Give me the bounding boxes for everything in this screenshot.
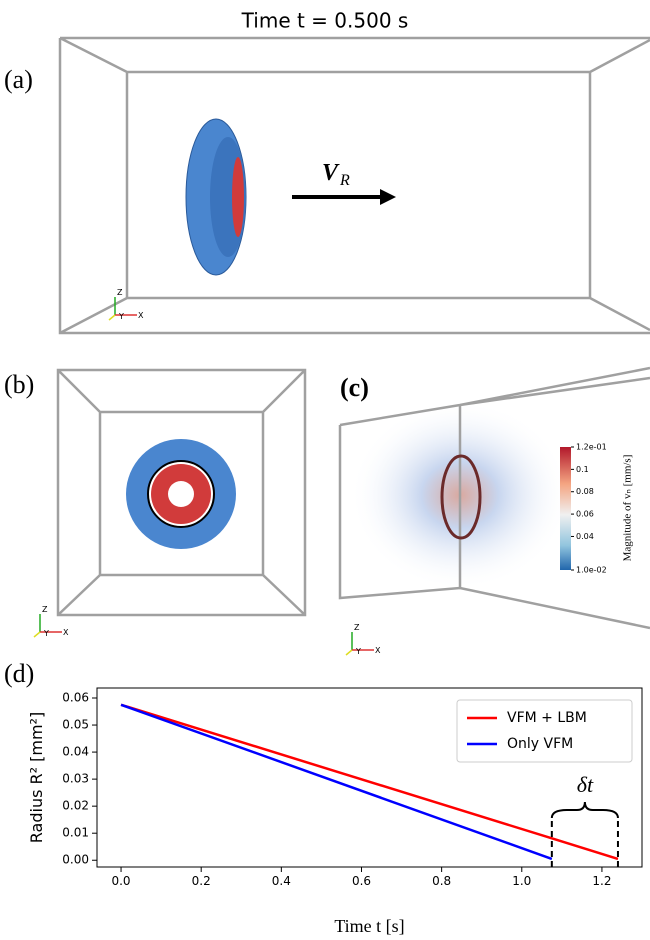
- y-axis-label: Radius R² [mm²]: [27, 712, 46, 843]
- core: [168, 481, 194, 507]
- domain-box: [56, 368, 307, 617]
- interface: [440, 454, 482, 540]
- colorbar-tick-label: 0.1: [576, 465, 589, 474]
- triad-label: Y: [118, 312, 124, 321]
- x-tick-label: 0.6: [352, 874, 371, 888]
- y-tick-label: 0.06: [62, 691, 89, 705]
- panel-title: Time t = 0.500 s: [241, 9, 409, 33]
- triad-label: X: [63, 628, 69, 637]
- colorbar-title: Magnitude of vₙ [mm/s]: [622, 455, 634, 562]
- brace: [550, 801, 619, 819]
- colorbar-tick-label: 0.04: [576, 532, 594, 541]
- line: [120, 703, 553, 861]
- colorbar: [560, 447, 571, 570]
- y-tick-label: 0.00: [62, 853, 89, 867]
- panel-tag: (c): [340, 373, 369, 402]
- y-tick-label: 0.03: [62, 772, 89, 786]
- y-tick-label: 0.01: [62, 826, 89, 840]
- domain-box: [338, 366, 650, 630]
- colorbar-tick-label: 1.0e-02: [576, 566, 607, 575]
- legend-label: Only VFM: [507, 736, 573, 752]
- triad-label: Z: [42, 605, 48, 614]
- triad-label: Z: [354, 623, 360, 632]
- x-tick-label: 1.0: [512, 874, 531, 888]
- domain-box: [58, 36, 650, 335]
- line: [120, 703, 619, 861]
- arrow-head: [380, 189, 396, 205]
- colorbar-tick-label: 0.08: [576, 487, 594, 496]
- triad-label: X: [375, 646, 381, 655]
- legend-box: [456, 699, 633, 763]
- triad-label: X: [138, 311, 144, 320]
- panel-tag: (d): [4, 659, 34, 688]
- axis-triad: [108, 314, 116, 321]
- y-tick-label: 0.04: [62, 745, 89, 759]
- colorbar-tick-label: 0.06: [576, 510, 594, 519]
- x-tick-label: 0.0: [111, 874, 130, 888]
- triad-label: Y: [43, 629, 49, 638]
- x-tick-label: 0.2: [192, 874, 211, 888]
- panel-tag: (b): [4, 370, 34, 399]
- x-tick-label: 1.2: [592, 874, 611, 888]
- velocity-symbol: V: [322, 160, 340, 186]
- triad-label: Y: [355, 647, 361, 656]
- axis-triad: [345, 649, 353, 656]
- panel-tag: (a): [4, 65, 33, 94]
- plot-frame: [96, 687, 643, 868]
- legend-label: VFM + LBM: [507, 710, 587, 726]
- interface: [232, 157, 244, 237]
- x-tick-label: 0.8: [432, 874, 451, 888]
- x-axis-label: Time t [s]: [334, 916, 404, 936]
- velocity-subscript: R: [339, 172, 350, 189]
- x-tick-label: 0.4: [272, 874, 291, 888]
- y-tick-label: 0.02: [62, 799, 89, 813]
- colorbar-tick-label: 1.2e-01: [576, 443, 607, 452]
- annotation: δt: [577, 772, 594, 797]
- triad-label: Z: [117, 288, 123, 297]
- y-tick-label: 0.05: [62, 718, 89, 732]
- axis-triad: [33, 631, 41, 638]
